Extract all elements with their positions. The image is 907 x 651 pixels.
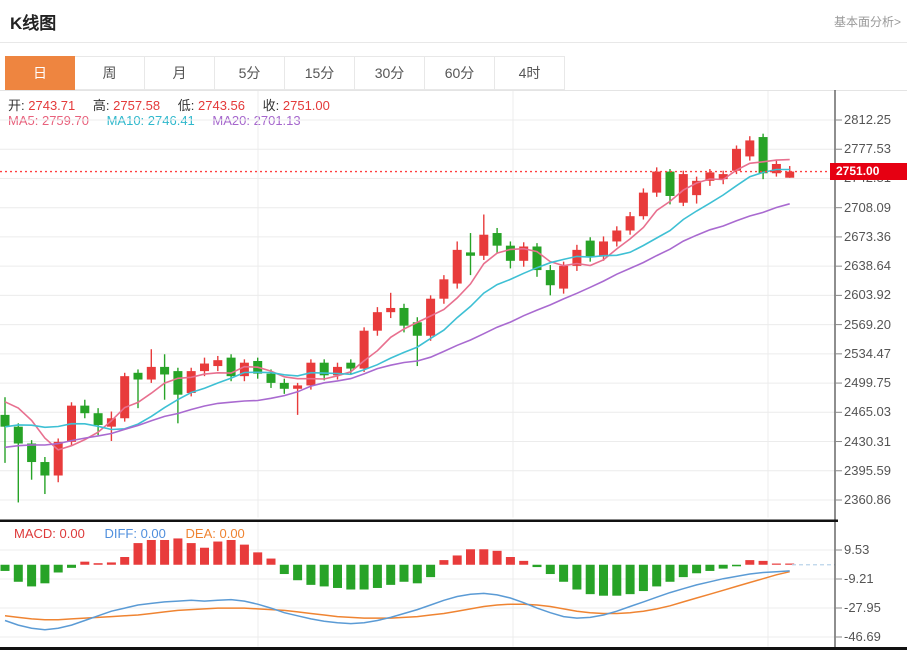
- tab-timeframe-3[interactable]: 5分: [215, 56, 285, 90]
- tab-timeframe-1[interactable]: 周: [75, 56, 145, 90]
- tab-timeframe-4[interactable]: 15分: [285, 56, 355, 90]
- tab-timeframe-2[interactable]: 月: [145, 56, 215, 90]
- macd-histogram: [0, 538, 795, 596]
- current-price-badge: 2751.00: [830, 163, 907, 180]
- ma20-line: [4, 203, 790, 449]
- dea-line: [4, 570, 790, 621]
- ma10-line: [4, 168, 790, 431]
- candlestick-series: [0, 133, 795, 503]
- bottom-border: [0, 647, 907, 650]
- tab-timeframe-5[interactable]: 30分: [355, 56, 425, 90]
- fundamental-analysis-link[interactable]: 基本面分析>: [833, 15, 901, 29]
- ma5-line: [4, 158, 790, 451]
- gridlines: [0, 91, 835, 647]
- tab-timeframe-6[interactable]: 60分: [425, 56, 495, 90]
- page-title: K线图: [10, 14, 57, 33]
- panel-separator: [0, 519, 838, 522]
- tab-timeframe-7[interactable]: 4时: [495, 56, 565, 90]
- diff-line: [4, 570, 790, 631]
- title-bar: K线图 基本面分析>: [0, 0, 907, 43]
- tab-timeframe-0[interactable]: 日: [5, 56, 75, 90]
- timeframe-tab-bar: 日周月 5分 15分 30分 60分 4时: [0, 56, 907, 91]
